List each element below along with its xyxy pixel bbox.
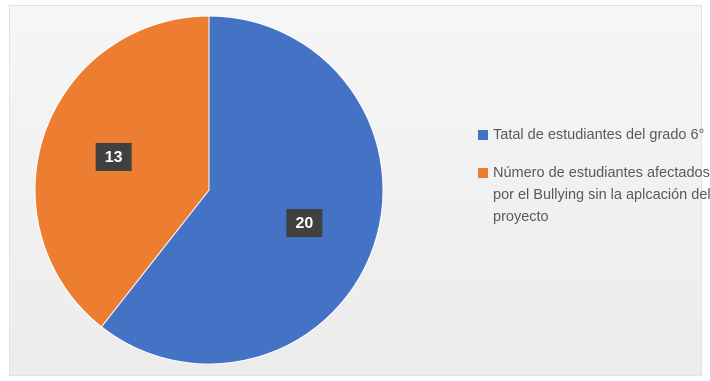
data-label-text: 20 [295, 215, 313, 232]
data-label-affected-students: 13 [95, 142, 132, 171]
pie-slices [34, 15, 384, 365]
data-label-text: 13 [105, 149, 123, 166]
pie-slice-total-students [100, 15, 384, 365]
legend-label-affected-students: Número de estudiantes afectados por el B… [493, 165, 710, 225]
chart-legend: Tatal de estudiantes del grado 6° Número… [478, 124, 710, 244]
legend-swatch-blue [478, 130, 488, 140]
chart-area: 20 13 Tatal de estudiantes del grado 6° N… [9, 5, 710, 376]
data-label-box [286, 209, 323, 238]
legend-label-total-students: Tatal de estudiantes del grado 6° [493, 127, 705, 143]
data-label-box [95, 142, 132, 171]
data-label-total-students: 20 [286, 209, 323, 238]
legend-entry-affected-students: Número de estudiantes afectados por el B… [478, 162, 710, 228]
legend-swatch-orange [478, 168, 488, 178]
legend-entry-total-students: Tatal de estudiantes del grado 6° [478, 124, 710, 146]
pie-slice-affected-students [34, 15, 210, 328]
